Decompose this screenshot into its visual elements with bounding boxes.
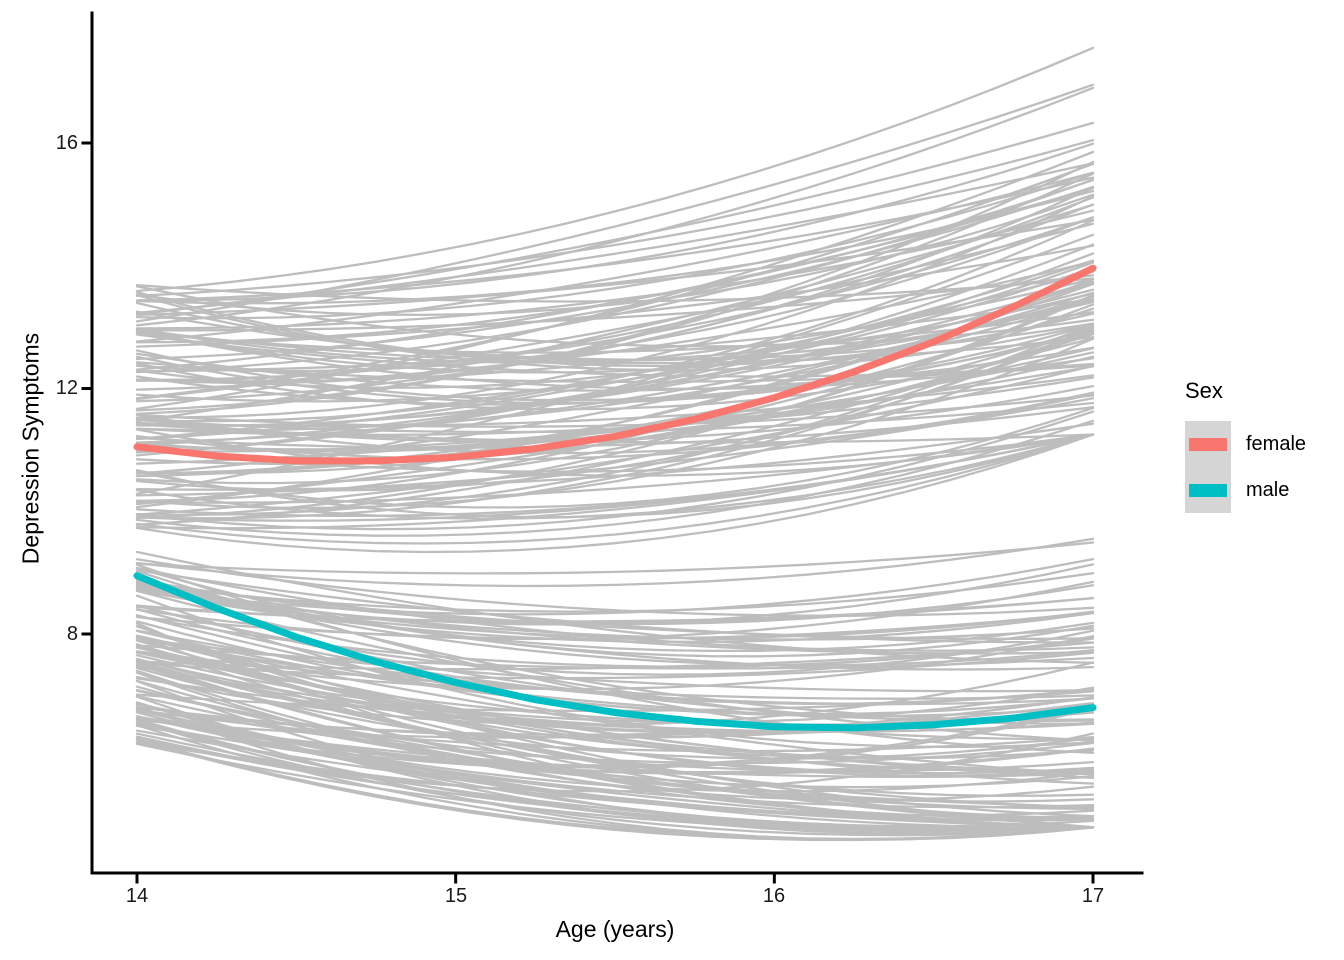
legend-swatch-male: [1189, 483, 1227, 497]
y-tick-label-16: 16: [55, 132, 78, 154]
y-axis-title: Depression Symptoms: [17, 332, 44, 565]
legend-entry-female: female: [1185, 421, 1306, 467]
legend-label-male: male: [1246, 478, 1290, 501]
y-tick-label-12: 12: [55, 377, 78, 399]
legend: Sex female male: [1185, 378, 1306, 513]
axes: [81, 11, 1144, 884]
mean-line-male: [133, 572, 1097, 732]
mean-line-female: [133, 264, 1097, 465]
legend-keys: female male: [1185, 421, 1306, 513]
legend-key-female: [1185, 421, 1231, 467]
x-tick-label-14: 14: [125, 885, 149, 907]
legend-entry-male: male: [1185, 467, 1306, 513]
y-tick-label-8: 8: [66, 623, 78, 645]
legend-swatch-female: [1189, 437, 1227, 451]
x-tick-label-16: 16: [762, 885, 786, 907]
x-tick-label-15: 15: [444, 885, 468, 907]
x-tick-label-17: 17: [1081, 885, 1105, 907]
legend-key-male: [1185, 467, 1231, 513]
legend-label-female: female: [1246, 432, 1307, 455]
legend-title: Sex: [1185, 378, 1223, 403]
x-axis-title: Age (years): [555, 916, 675, 942]
background-lines-male-individuals: [135, 537, 1095, 842]
background-lines-female-individuals: [135, 46, 1095, 554]
